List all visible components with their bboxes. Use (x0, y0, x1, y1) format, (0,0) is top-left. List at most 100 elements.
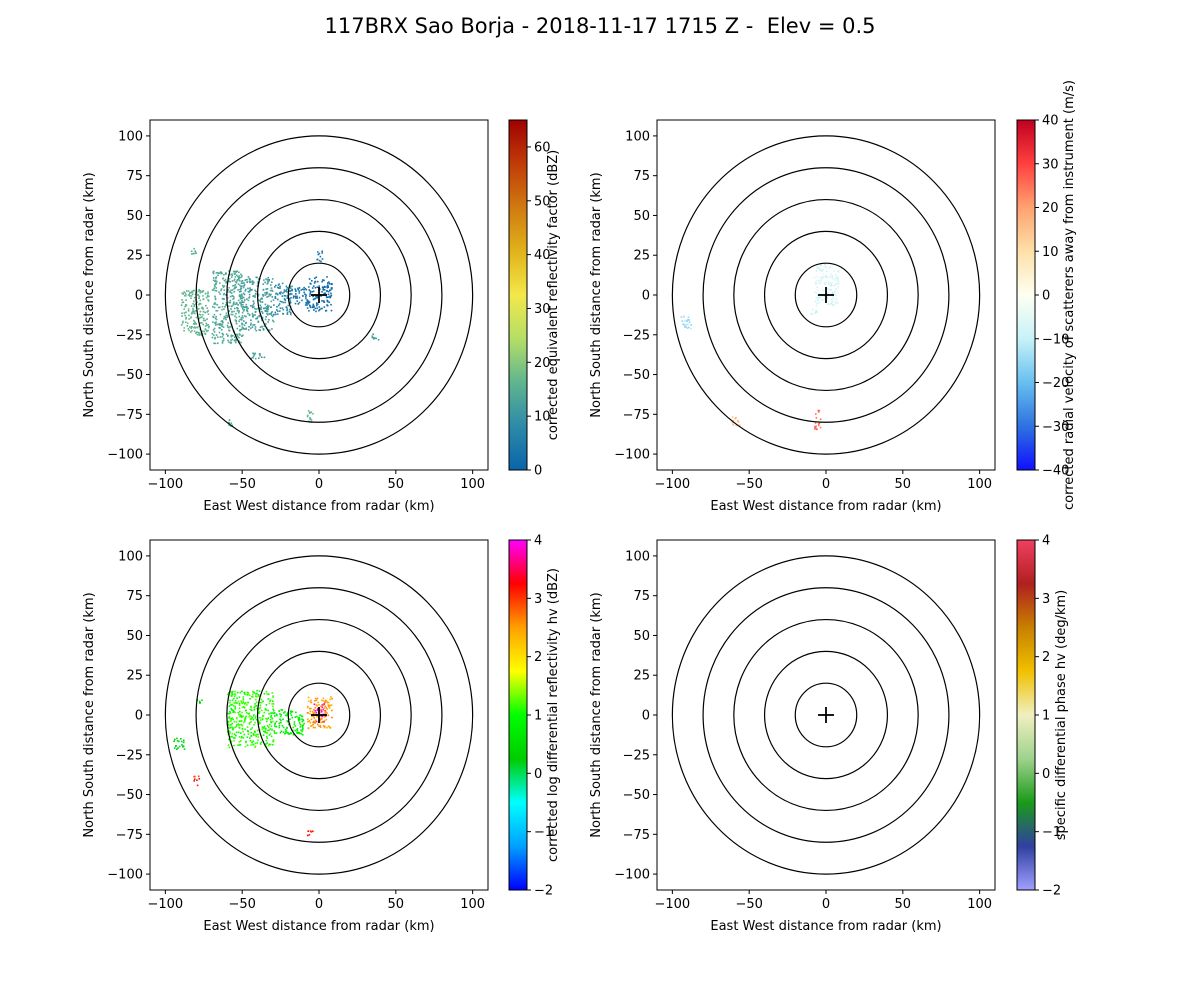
colorbar (508, 119, 528, 471)
echo-cell (180, 289, 210, 337)
x-tick-label: −100 (148, 477, 184, 492)
plot-area (164, 555, 474, 875)
echo-cell (190, 247, 197, 255)
colorbar-tick-label: 10 (534, 410, 551, 425)
range-ring-20km (287, 262, 351, 328)
x-tick-label: 50 (388, 897, 405, 912)
y-tick-label: 25 (633, 249, 650, 264)
colorbar (508, 539, 528, 891)
colorbar-tick-label: 0 (534, 767, 542, 782)
colorbar-tick-label: 40 (534, 248, 551, 263)
y-tick-label: 50 (126, 629, 143, 644)
y-tick-label: 25 (633, 669, 650, 684)
y-tick-label: −50 (116, 788, 143, 803)
colorbar-tick-label: 3 (534, 592, 542, 607)
range-ring-80km (195, 167, 443, 423)
colorbar-tick-label: 20 (534, 356, 551, 371)
range-ring-20km (794, 682, 858, 748)
echo-cell (273, 709, 305, 736)
colorbar-tick-label: −40 (1042, 464, 1069, 479)
range-ring-100km (164, 135, 474, 455)
colorbar-tick-label: −1 (1042, 825, 1061, 840)
x-tick-label: −50 (228, 477, 255, 492)
y-tick-label: −75 (116, 408, 143, 423)
y-tick-label: −75 (623, 408, 650, 423)
x-tick-label: 0 (822, 897, 830, 912)
echo-cell (193, 775, 201, 787)
range-ring-40km (763, 650, 889, 780)
y-tick-label: 0 (135, 289, 143, 304)
echo-cell (680, 315, 692, 330)
x-tick-label: −100 (148, 897, 184, 912)
x-tick-label: 50 (895, 897, 912, 912)
x-tick-label: 50 (895, 477, 912, 492)
range-ring-40km (256, 230, 382, 360)
y-tick-label: 0 (642, 289, 650, 304)
range-ring-20km (794, 262, 858, 328)
colorbar-tick-label: 3 (1042, 592, 1050, 607)
echo-cell (211, 270, 244, 345)
y-tick-label: 100 (118, 129, 143, 144)
range-ring-100km (164, 555, 474, 875)
range-ring-60km (226, 618, 412, 812)
y-tick-label: −100 (107, 448, 143, 463)
range-ring-80km (702, 587, 950, 843)
plot-area (671, 555, 981, 875)
colorbar-tick-label: 60 (534, 140, 551, 155)
y-tick-label: 100 (118, 549, 143, 564)
x-axis-label: East West distance from radar (km) (710, 919, 941, 934)
x-tick-label: 100 (967, 477, 992, 492)
y-tick-label: −25 (623, 328, 650, 343)
colorbar-tick-label: −30 (1042, 420, 1069, 435)
x-tick-label: −100 (655, 477, 691, 492)
x-tick-label: 100 (460, 897, 485, 912)
colorbar-tick-label: 0 (1042, 767, 1050, 782)
echo-cell (306, 410, 314, 423)
colorbar-tick-label: 4 (1042, 534, 1050, 549)
y-tick-label: 75 (126, 169, 143, 184)
y-tick-label: 100 (625, 129, 650, 144)
y-tick-label: 50 (126, 209, 143, 224)
x-tick-label: 50 (388, 477, 405, 492)
y-axis-label: North South distance from radar (km) (589, 592, 604, 837)
colorbar-label: corrected equivalent reflectivity factor… (546, 150, 561, 441)
x-axis-label: East West distance from radar (km) (203, 499, 434, 514)
colorbar (1016, 119, 1036, 471)
range-ring-100km (671, 135, 981, 455)
y-tick-label: 75 (633, 589, 650, 604)
x-tick-label: 100 (460, 477, 485, 492)
range-ring-80km (702, 167, 950, 423)
y-tick-label: −75 (116, 828, 143, 843)
range-ring-20km (287, 682, 351, 748)
y-tick-label: −50 (623, 368, 650, 383)
y-tick-label: −50 (623, 788, 650, 803)
echo-cell (226, 689, 275, 749)
y-tick-label: 25 (126, 669, 143, 684)
colorbar-tick-label: 1 (1042, 709, 1050, 724)
echo-cell (813, 409, 822, 431)
colorbar-tick-label: 4 (534, 534, 542, 549)
range-ring-100km (671, 555, 981, 875)
y-tick-label: −25 (116, 748, 143, 763)
echo-cell (239, 276, 275, 332)
colorbar-tick-label: 0 (1042, 289, 1050, 304)
range-ring-40km (256, 650, 382, 780)
panel-top-right: −100 −50 0 50 100−100−75−50−250255075100East… (589, 80, 1077, 514)
y-tick-label: 75 (633, 169, 650, 184)
echo-cell (813, 263, 840, 307)
colorbar-tick-label: −2 (1042, 884, 1061, 899)
y-tick-label: 50 (633, 209, 650, 224)
range-ring-60km (733, 198, 919, 392)
figure-title: 117BRX Sao Borja - 2018-11-17 1715 Z - E… (324, 14, 876, 38)
colorbar-tick-label: −2 (534, 884, 553, 899)
x-tick-label: 0 (822, 477, 830, 492)
colorbar-tick-label: 2 (1042, 650, 1050, 665)
echo-cell (306, 830, 314, 837)
colorbar-label: corrected log differential reflectivity … (546, 568, 561, 862)
range-ring-80km (195, 587, 443, 843)
colorbar-tick-label: 0 (534, 464, 542, 479)
echo-cell (810, 305, 818, 315)
x-tick-label: −50 (228, 897, 255, 912)
